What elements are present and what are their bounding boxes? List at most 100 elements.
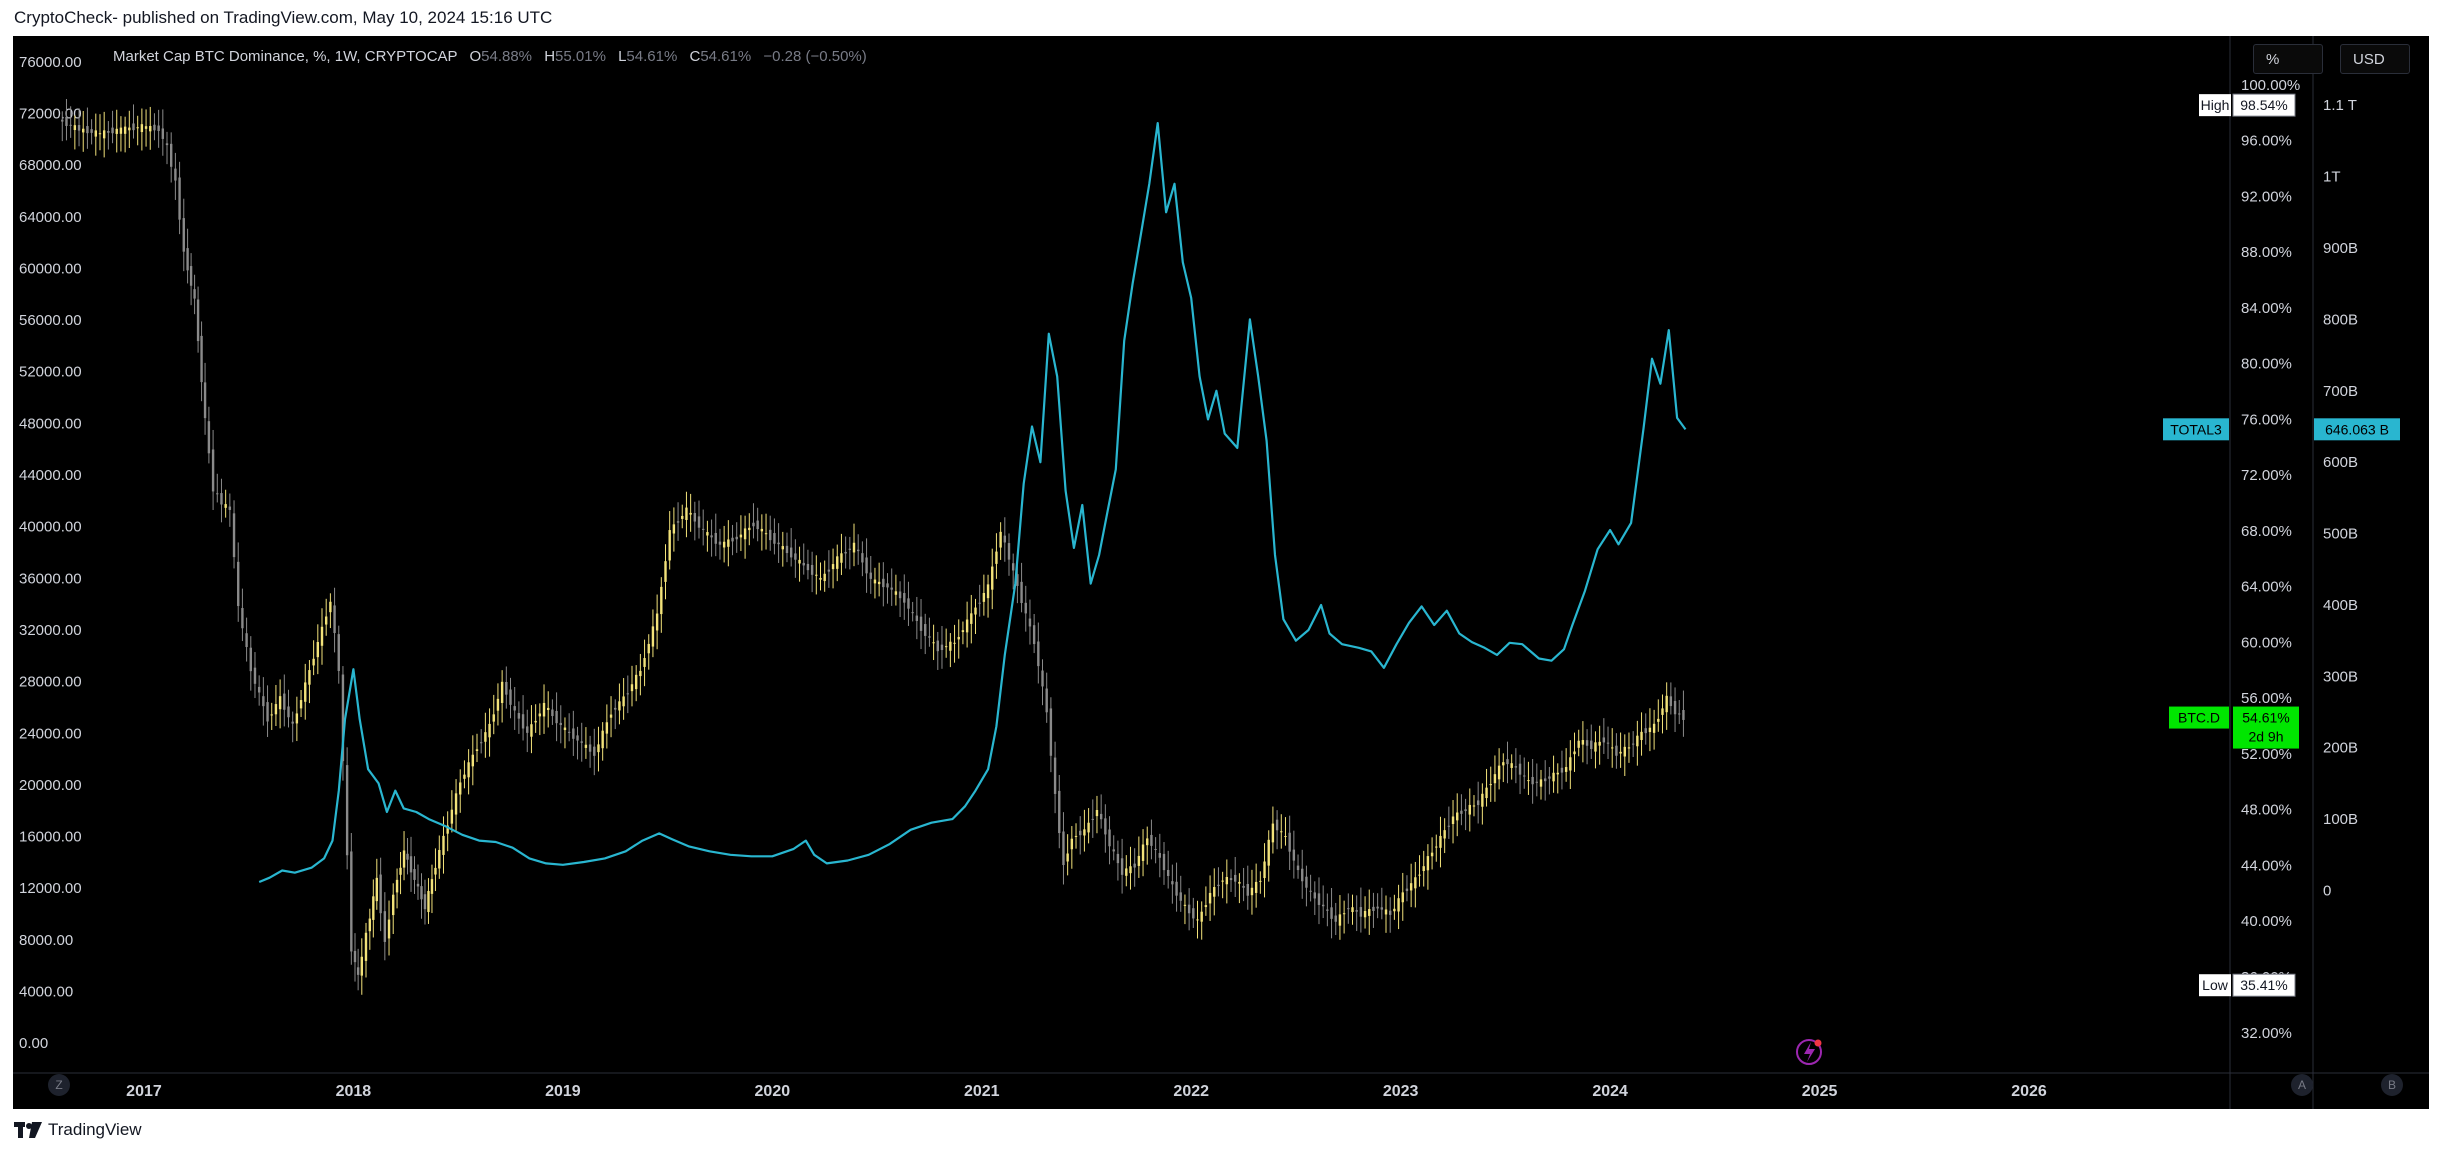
left-axis-tick-label: 76000.00 [19,54,82,71]
btc-dominance-candle [1435,846,1438,848]
btc-dominance-candle [169,143,173,167]
btc-dominance-candle [86,126,89,134]
btc-dominance-candle [1171,881,1174,885]
btc-dominance-candle [1280,831,1283,833]
low-value: 35.41% [2240,977,2287,993]
btc-dominance-candle [1200,911,1203,922]
btc-dominance-candle [200,335,203,383]
btc-dominance-candle [1627,747,1631,749]
chart-frame[interactable]: 76000.00 72000.00 68000.00 64000.00 60000.00… [13,36,2429,1109]
btc-dominance-candle [1644,728,1647,734]
btc-dominance-candle [454,793,458,815]
btc-dominance-candle [865,557,868,574]
btc-dominance-candle [1020,581,1023,604]
left-axis-tick-label: 68000.00 [19,157,82,174]
btc-dominance-candle [107,130,110,133]
x-axis-tick-label: 2026 [2011,1083,2047,1100]
btc-dominance-candle [1481,793,1484,807]
btc-dominance-candle [559,722,562,726]
legend-low-value: 54.61% [626,48,678,65]
btc-dominance-candle [1120,858,1124,875]
btc-dominance-candle [249,647,252,672]
low-value-box [2232,973,2296,997]
btc-dominance-candle [341,674,345,762]
btc-dominance-candle [1288,832,1291,852]
percent-scale-button[interactable]: % [2253,44,2323,74]
legend-change: −0.28 (−0.50%) [763,48,867,65]
btc-dominance-candle [1456,812,1459,821]
btc-dominance-candle [1397,898,1400,912]
btc-dominance-candle [136,127,139,129]
btc-dominance-candle [1552,772,1555,782]
btc-dominance-candle [287,706,290,718]
btc-dominance-candle [823,573,826,582]
btc-dominance-candle [1133,863,1136,868]
btc-dominance-candle [395,879,399,893]
btc-dominance-candle [1510,763,1513,768]
btc-dominance-candle [714,532,717,544]
zoom-button[interactable]: Z [48,1074,70,1096]
btc-dominance-candle [274,704,278,715]
btc-dominance-candle [353,950,357,963]
chart-canvas[interactable]: 76000.00 72000.00 68000.00 64000.00 60000.00… [13,36,2429,1109]
btc-dominance-candle [1648,727,1652,733]
btc-dominance-candle [1368,909,1371,916]
btc-dominance-candle [132,123,135,131]
btc-dominance-candle [1636,735,1639,747]
btc-dominance-candle [1531,776,1534,785]
btc-dominance-candle [144,126,148,129]
btc-dominance-candle [98,133,102,135]
auto-scale-button[interactable]: A [2291,1074,2313,1096]
btc-dominance-candle [1372,906,1375,911]
btc-dominance-candle [90,129,93,133]
btc-dominance-candle [785,545,789,554]
btc-dominance-candle [861,553,864,563]
btc-dominance-candle [856,549,860,552]
percent-axis-tick-label: 84.00% [2241,300,2292,317]
btc-dominance-candle [1016,574,1019,586]
btc-dominance-candle [1150,834,1153,846]
btc-dominance-candle [982,592,986,602]
btc-dominance-candle [153,124,156,131]
btc-dominance-candle [1158,853,1162,858]
btc-dominance-candle [1577,740,1580,748]
btc-dominance-candle [986,584,990,599]
btc-dominance-candle [372,896,375,920]
btc-dominance-candle [706,532,709,536]
btc-dominance-candle [563,727,567,731]
btc-dominance-candle [446,825,449,834]
btc-dominance-candle [387,919,391,939]
btc-dominance-candle [1405,888,1409,892]
btcd-label: BTC.D [2178,710,2220,726]
btc-dominance-candle [655,613,659,631]
usd-scale-button[interactable]: USD [2340,44,2410,74]
btc-dominance-candle [551,709,554,717]
x-axis-tick-label: 2019 [545,1083,581,1100]
btc-dominance-candle [1543,778,1547,782]
btc-dominance-candle [324,616,328,625]
btc-dominance-candle [509,689,512,705]
btc-dominance-candle [1590,740,1593,749]
scale-b-button[interactable]: B [2381,1074,2403,1096]
left-axis-tick-label: 40000.00 [19,519,82,536]
publisher-line: CryptoCheck- published on TradingView.co… [14,8,553,27]
btc-dominance-candle [664,561,667,582]
btc-dominance-candle [681,515,684,519]
footer: TradingView [14,1120,142,1140]
btc-dominance-candle [1053,757,1057,794]
btc-dominance-candle [1569,757,1572,771]
btc-dominance-candle [831,564,835,570]
btc-dominance-candle [1657,718,1660,722]
btc-dominance-candle [530,724,533,737]
btc-dominance-candle [651,626,655,647]
btc-dominance-candle [316,642,320,658]
total3-label: TOTAL3 [2170,421,2222,437]
btc-dominance-candle [220,493,223,505]
btc-dominance-candle [978,602,981,604]
btc-dominance-candle [1242,885,1245,888]
btc-dominance-candle [1011,563,1015,571]
btc-dominance-candle [1548,776,1551,779]
btc-dominance-candle [1581,740,1585,745]
btc-dominance-candle [836,556,839,569]
btc-dominance-candle [781,546,784,550]
